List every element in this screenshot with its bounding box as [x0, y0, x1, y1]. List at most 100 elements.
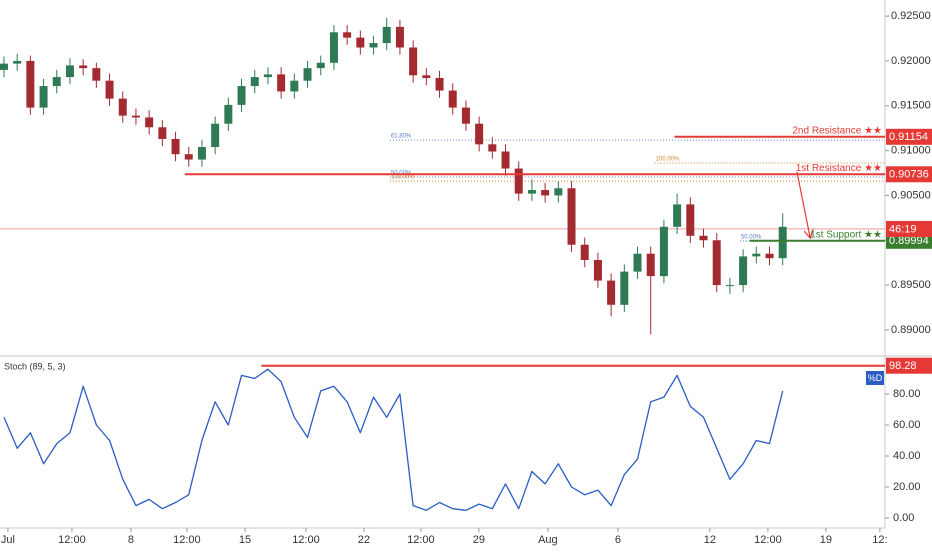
candle-body — [329, 32, 338, 63]
candle-body — [237, 86, 246, 105]
candle-body — [65, 65, 74, 78]
candle-body — [448, 90, 457, 108]
candle-body — [382, 26, 391, 44]
current-badge-bg — [886, 220, 932, 237]
x-tick-label: 12 — [704, 534, 716, 546]
y-tick-label: 20.00 — [893, 481, 921, 493]
y-tick-label: 0.89500 — [891, 279, 931, 291]
fib-label: 100.00% — [391, 175, 415, 181]
candle-body — [673, 204, 682, 227]
candle-body — [145, 117, 154, 128]
y-tick-label: 40.00 — [893, 450, 921, 462]
candle-body — [435, 77, 444, 91]
x-tick-label: Jul — [1, 534, 15, 546]
x-tick-label: 15 — [239, 534, 251, 546]
y-tick-label: 0.91000 — [891, 145, 931, 157]
level-badge-bg — [886, 166, 932, 183]
level-label: 2nd Resistance ★★ — [792, 125, 882, 136]
candle-body — [343, 32, 352, 38]
candle-body — [26, 60, 35, 108]
legend-label: %D — [868, 373, 883, 383]
candle-body — [501, 151, 510, 169]
fib-label: 50.00% — [741, 235, 762, 241]
candle-body — [224, 104, 233, 124]
arrow — [796, 171, 810, 237]
candle-body — [686, 204, 695, 236]
candle-body — [712, 240, 721, 286]
level-badge-bg — [886, 128, 932, 145]
candle-body — [554, 188, 563, 196]
x-tick-label: 12:00 — [173, 534, 201, 546]
x-tick-label: Aug — [538, 534, 558, 546]
level-badge: 0.89994 — [889, 235, 929, 247]
y-tick-label: 80.00 — [893, 388, 921, 400]
x-tick-label: 12:00 — [754, 534, 782, 546]
candle-body — [118, 98, 127, 116]
candle-body — [752, 253, 761, 257]
candle-body — [580, 244, 589, 260]
y-tick-label: 0.91500 — [891, 100, 931, 112]
candle-body — [778, 226, 787, 259]
y-tick-label: 0.90500 — [891, 189, 931, 201]
y-tick-label: 0.92500 — [891, 10, 931, 22]
candle-body — [422, 75, 431, 78]
candle-body — [395, 26, 404, 48]
current-badge: 46:19 — [889, 223, 917, 235]
candle-body — [409, 47, 418, 76]
x-tick-label: 8 — [128, 534, 134, 546]
candle-body — [105, 80, 114, 99]
candle-body — [290, 80, 299, 92]
x-tick-label: 12:00 — [407, 534, 435, 546]
x-tick-label: 6 — [615, 534, 621, 546]
x-tick-label: 29 — [473, 534, 485, 546]
candle-body — [316, 62, 325, 69]
candle-body — [567, 188, 576, 245]
y-tick-label: 0.89000 — [891, 324, 931, 336]
level-badge-bg — [886, 357, 932, 374]
candle-body — [0, 63, 8, 70]
candle-body — [514, 168, 523, 194]
fib-label: 61.80% — [391, 134, 412, 140]
candle-body — [250, 77, 259, 87]
level-label: 1st Resistance ★★ — [796, 163, 882, 174]
candle-body — [607, 280, 616, 305]
candle-body — [369, 43, 378, 48]
candle-body — [461, 107, 470, 124]
candle-body — [263, 74, 272, 78]
x-tick-label: 19 — [820, 534, 832, 546]
stoch-line — [3, 368, 784, 511]
candle-body — [527, 190, 536, 194]
candle-body — [303, 68, 312, 81]
y-tick-label: 60.00 — [893, 419, 921, 431]
candle-body — [197, 147, 206, 160]
level-label: 1st Support ★★ — [810, 229, 882, 240]
candle-body — [52, 77, 61, 87]
level-badge: 98.28 — [889, 360, 917, 372]
candle-body — [646, 253, 655, 277]
candle-body — [171, 138, 180, 155]
candle-body — [593, 259, 602, 281]
x-tick-label: 22 — [358, 534, 370, 546]
candle-body — [699, 235, 708, 241]
candle-body — [79, 65, 88, 69]
x-tick-label: 12:00 — [292, 534, 320, 546]
candle-body — [39, 86, 48, 108]
candle-body — [211, 123, 220, 148]
fib-label: 100.00% — [656, 157, 680, 163]
candle-body — [184, 154, 193, 160]
y-tick-label: 0.00 — [893, 512, 914, 524]
candle-body — [725, 285, 734, 287]
candle-body — [765, 253, 774, 259]
candle-body — [488, 144, 497, 152]
candle-body — [158, 127, 167, 139]
candle-body — [131, 115, 140, 118]
x-tick-label: 12: — [872, 534, 887, 546]
candle-body — [92, 68, 101, 81]
x-tick-label: 12:00 — [58, 534, 86, 546]
level-badge: 0.90736 — [889, 169, 929, 181]
candle-body — [356, 37, 365, 48]
candle-body — [475, 123, 484, 145]
candle-body — [633, 253, 642, 272]
